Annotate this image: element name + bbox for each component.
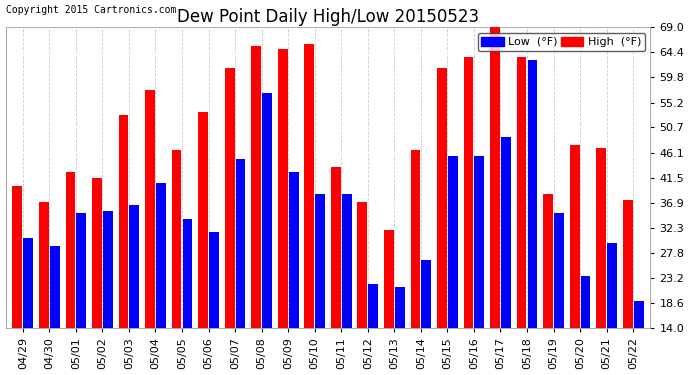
- Legend: Low  (°F), High  (°F): Low (°F), High (°F): [477, 33, 645, 51]
- Bar: [464, 57, 473, 375]
- Bar: [596, 148, 606, 375]
- Bar: [411, 150, 420, 375]
- Bar: [39, 202, 49, 375]
- Bar: [251, 46, 261, 375]
- Bar: [225, 68, 235, 375]
- Text: Copyright 2015 Cartronics.com: Copyright 2015 Cartronics.com: [6, 5, 176, 15]
- Bar: [448, 156, 457, 375]
- Bar: [77, 213, 86, 375]
- Bar: [288, 172, 299, 375]
- Bar: [357, 202, 367, 375]
- Bar: [633, 301, 644, 375]
- Bar: [145, 90, 155, 375]
- Bar: [368, 285, 378, 375]
- Bar: [156, 183, 166, 375]
- Bar: [209, 232, 219, 375]
- Bar: [501, 136, 511, 375]
- Bar: [23, 238, 33, 375]
- Bar: [331, 167, 341, 375]
- Bar: [183, 219, 193, 375]
- Bar: [437, 68, 447, 375]
- Bar: [475, 156, 484, 375]
- Bar: [198, 112, 208, 375]
- Bar: [342, 194, 352, 375]
- Bar: [278, 49, 288, 375]
- Bar: [130, 205, 139, 375]
- Bar: [103, 210, 112, 375]
- Bar: [12, 186, 22, 375]
- Bar: [92, 178, 102, 375]
- Bar: [490, 22, 500, 375]
- Bar: [315, 194, 325, 375]
- Bar: [172, 150, 181, 375]
- Bar: [304, 44, 314, 375]
- Bar: [236, 159, 246, 375]
- Bar: [554, 213, 564, 375]
- Bar: [384, 230, 394, 375]
- Bar: [580, 276, 591, 375]
- Bar: [517, 57, 526, 375]
- Bar: [395, 287, 404, 375]
- Bar: [623, 200, 633, 375]
- Bar: [119, 115, 128, 375]
- Bar: [528, 60, 538, 375]
- Bar: [66, 172, 75, 375]
- Bar: [570, 145, 580, 375]
- Bar: [422, 260, 431, 375]
- Title: Dew Point Daily High/Low 20150523: Dew Point Daily High/Low 20150523: [177, 8, 479, 26]
- Bar: [50, 246, 60, 375]
- Bar: [543, 194, 553, 375]
- Bar: [607, 243, 617, 375]
- Bar: [262, 93, 272, 375]
